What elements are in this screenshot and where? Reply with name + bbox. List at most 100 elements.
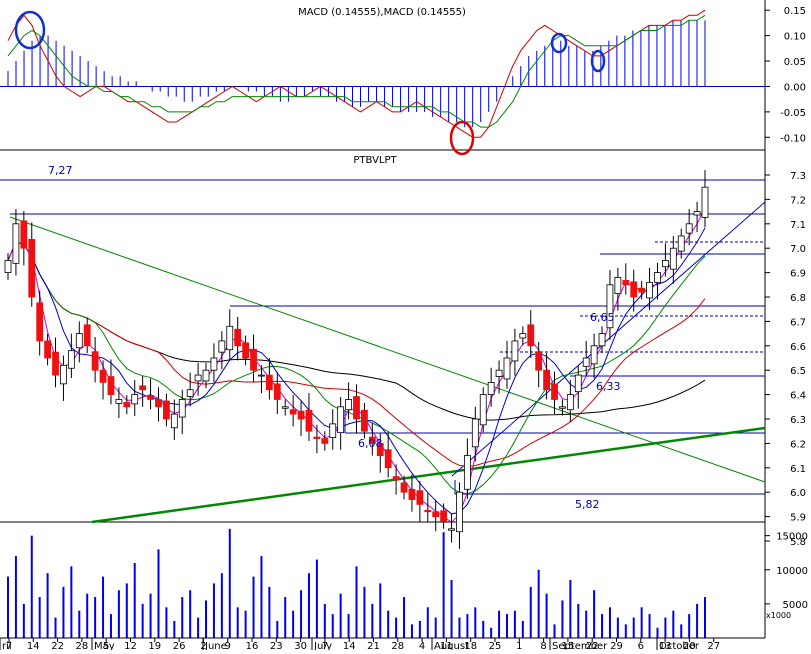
volume-bar — [78, 610, 81, 638]
volume-bar — [315, 559, 318, 638]
volume-bar — [672, 610, 675, 638]
volume-bar — [458, 617, 461, 638]
candle — [178, 389, 186, 435]
candle-body-down — [535, 351, 543, 371]
volume-bar — [7, 576, 9, 638]
volume-bar — [117, 590, 120, 638]
candle-body-up — [590, 345, 598, 365]
candle-body-down — [163, 400, 170, 420]
candle-body-down — [139, 385, 147, 391]
candle-body-down — [400, 482, 408, 493]
candle-body-up — [329, 423, 337, 438]
candle — [202, 362, 210, 389]
price-y-tick-label: 6.4 — [790, 391, 806, 402]
candle-body-up — [598, 333, 606, 347]
candle — [28, 222, 36, 307]
moving-averages — [7, 207, 706, 523]
candle — [638, 280, 646, 300]
price-y-tick-label: 6.2 — [790, 439, 806, 450]
x-day-tick-label: 14 — [27, 641, 40, 650]
candle — [598, 326, 606, 354]
candle-body-up — [582, 357, 590, 367]
candle — [669, 236, 677, 284]
volume-bar — [442, 532, 445, 638]
candle-body-down — [123, 402, 131, 408]
x-month-label: June — [204, 641, 227, 650]
volume-bar — [593, 590, 596, 638]
candle — [368, 422, 376, 456]
volume-bar — [292, 610, 295, 638]
volume-bar — [109, 614, 112, 638]
candle — [479, 387, 487, 433]
candle — [551, 371, 558, 415]
candle-body-up — [4, 259, 12, 273]
candle — [123, 395, 131, 415]
candle-body-up — [463, 455, 471, 490]
volume-bar — [482, 620, 485, 638]
candle-body-down — [107, 376, 115, 396]
highlight-circle-august — [449, 120, 475, 156]
candle-body-up — [345, 399, 352, 411]
volume-bar — [46, 573, 49, 638]
volume-y-tick-label: 15000 — [776, 532, 808, 543]
candle-body-up — [202, 369, 210, 382]
volume-bar — [474, 607, 477, 638]
price-y-tick-label: 6.8 — [790, 293, 806, 304]
candle — [353, 384, 360, 434]
candle-body-up — [677, 235, 685, 252]
volume-bar — [307, 573, 310, 638]
volume-bar — [62, 586, 65, 638]
candle-body-up — [67, 350, 75, 369]
volume-bar — [434, 617, 437, 638]
candle-body-up — [511, 340, 519, 362]
candle — [234, 317, 242, 361]
x-day-tick-label: 15 — [562, 641, 575, 650]
candle-body-down — [392, 476, 400, 481]
volume-bar — [323, 603, 326, 638]
candle-body-down — [44, 340, 52, 359]
candle — [155, 387, 162, 422]
candle — [107, 359, 115, 405]
candle — [20, 211, 28, 266]
volume-bar — [189, 590, 192, 638]
candle — [448, 514, 455, 543]
candle — [495, 360, 503, 394]
candle — [606, 270, 614, 340]
candle-body-up — [281, 406, 289, 409]
candle-body-up — [448, 528, 455, 531]
price-y-tick-label: 6.1 — [790, 464, 806, 475]
x-day-tick-label: 12 — [124, 641, 137, 650]
volume-bar — [339, 593, 342, 638]
candle-body-down — [416, 490, 424, 505]
candle — [519, 326, 527, 346]
candle-body-up — [194, 374, 202, 382]
candle — [590, 333, 598, 379]
candle-body-up — [471, 418, 479, 448]
candle-body-down — [527, 324, 535, 347]
price-y-tick-label: 7.3 — [790, 171, 806, 182]
candle-body-down — [234, 328, 242, 347]
candle-body-up — [495, 369, 503, 377]
volume-bar — [696, 603, 699, 638]
volume-bar — [102, 576, 105, 638]
volume-bar — [656, 627, 659, 638]
volume-bar — [300, 590, 303, 638]
price-y-tick-label: 6.9 — [790, 269, 806, 280]
candle-body-up — [258, 374, 265, 377]
candle — [194, 362, 202, 396]
highlight-circle-september-b — [590, 49, 606, 73]
price-y-tick-label: 6.6 — [790, 342, 806, 353]
candle — [471, 406, 479, 462]
candle-body-down — [91, 351, 99, 371]
candle — [115, 387, 123, 419]
volume-bar — [70, 566, 73, 638]
downtrend-line — [9, 216, 766, 483]
volume-bar — [38, 597, 41, 638]
price-y-tick-label: 6.3 — [790, 415, 806, 426]
price-panel: PTBVLPT 7.3 7.2 7.1 7.0 6.9 6.8 6.7 6.6 6.5 6.4 6.… — [0, 150, 806, 549]
candle — [535, 341, 543, 388]
macd-lines — [7, 9, 706, 138]
volume-bar — [181, 597, 184, 638]
candle — [630, 269, 638, 312]
